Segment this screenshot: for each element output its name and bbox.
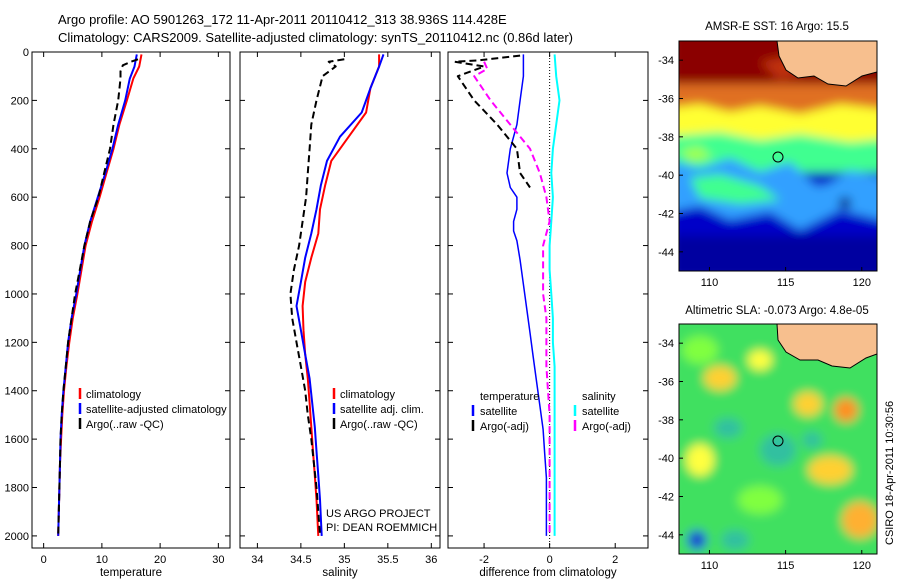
map-ytick-label: -44: [658, 530, 674, 542]
diff-xlabel: difference from climatology: [479, 567, 616, 579]
depth-tick-label: 1400: [5, 386, 29, 398]
depth-tick-label: 1000: [5, 289, 29, 301]
diff-legend-label: Argo(-adj): [582, 421, 631, 433]
diff-series-3: [548, 54, 561, 536]
map-xtick-label: 120: [853, 277, 871, 289]
diff-series-1: [506, 54, 548, 536]
temp-plot-frame: [31, 51, 231, 549]
depth-tick-label: 2000: [5, 531, 29, 543]
sal-xtick-label: 35.5: [377, 554, 398, 566]
depth-tick-label: 1800: [5, 483, 29, 495]
sla-land: [776, 324, 877, 369]
map-ytick-label: -36: [658, 377, 674, 389]
project-annotation: PI: DEAN ROEMMICH: [326, 522, 437, 534]
diff-series-4: [473, 61, 551, 536]
sal-xlabel: salinity: [322, 567, 357, 579]
depth-tick-label: 600: [11, 192, 29, 204]
map-ytick-label: -40: [658, 453, 674, 465]
diff-legend-label: Argo(-adj): [480, 421, 529, 433]
diff-legend-label: satellite: [582, 406, 619, 418]
sal-legend-label: climatology: [340, 389, 396, 401]
sal-xtick-label: 34: [251, 554, 263, 566]
diff-xtick-label: 2: [612, 554, 618, 566]
sst-float-marker: [772, 151, 784, 163]
depth-tick-label: 800: [11, 241, 29, 253]
sla-map-panel: Altimetric SLA: -0.073 Argo: 4.8e-05: [658, 305, 878, 572]
temp-xtick-label: 30: [212, 554, 224, 566]
sst-map-axes: 110 115 120 -34 -36 -38 -40 -42 -44: [658, 55, 871, 289]
side-stamp: CSIRO 18-Apr-2011 10:30:56: [884, 401, 896, 545]
temp-xlabel: temperature: [100, 567, 162, 579]
depth-tick-label: 1600: [5, 434, 29, 446]
temp-xtick-label: 20: [154, 554, 166, 566]
sal-series-2: [295, 54, 385, 536]
sst-map-title: AMSR-E SST: 16 Argo: 15.5: [705, 21, 849, 33]
map-xtick-label: 115: [777, 560, 795, 572]
map-xtick-label: 110: [701, 560, 719, 572]
sla-float-marker: [772, 435, 784, 447]
sal-xtick-label: 36: [425, 554, 437, 566]
temp-legend-label: climatology: [86, 389, 142, 401]
sal-series-3: [289, 58, 345, 536]
diff-series-2: [453, 54, 531, 189]
project-annotation: US ARGO PROJECT: [326, 508, 431, 520]
sla-field: [679, 324, 877, 554]
map-xtick-label: 115: [777, 277, 795, 289]
sla-map-frame: [678, 323, 878, 555]
figure-title-line2: Climatology: CARS2009. Satellite-adjuste…: [58, 30, 573, 45]
sal-plot-frame: [239, 51, 441, 549]
sal-legend-label: satellite adj. clim.: [340, 404, 424, 416]
diff-legend-label: satellite: [480, 406, 517, 418]
depth-tick-label: 0: [23, 47, 29, 59]
map-ytick-label: -40: [658, 170, 674, 182]
sla-map-title: Altimetric SLA: -0.073 Argo: 4.8e-05: [685, 305, 868, 317]
sst-land: [776, 41, 877, 87]
temp-xtick-label: 0: [41, 554, 47, 566]
diff-legend-title: temperature: [480, 391, 539, 403]
map-ytick-label: -42: [658, 209, 674, 221]
depth-tick-label: 1200: [5, 337, 29, 349]
sal-legend-label: Argo(..raw -QC): [340, 419, 418, 431]
map-ytick-label: -38: [658, 132, 674, 144]
map-ytick-label: -44: [658, 247, 674, 259]
depth-tick-label: 400: [11, 144, 29, 156]
diff-plot-frame: [447, 51, 649, 549]
temp-legend-label: satellite-adjusted climatology: [86, 404, 227, 416]
sst-field: [679, 41, 877, 271]
temp-legend-label: Argo(..raw -QC): [86, 419, 164, 431]
temperature-panel: 0 200 400 600 800 1000 1200 1400 1600 1800 2000 0 10…: [5, 47, 231, 579]
sal-xtick-label: 34.5: [290, 554, 311, 566]
depth-tick-label: 200: [11, 95, 29, 107]
map-xtick-label: 110: [701, 277, 719, 289]
diff-xtick-label: 0: [547, 554, 553, 566]
map-ytick-label: -36: [658, 94, 674, 106]
sst-map-panel: AMSR-E SST: 16 Argo: 15.5: [658, 21, 878, 289]
map-ytick-label: -38: [658, 415, 674, 427]
sst-map-frame: [678, 40, 878, 272]
sal-xtick-label: 35: [338, 554, 350, 566]
salinity-panel: 34 34.5 35 35.5 36 salinity climatology satelli…: [239, 51, 441, 579]
figure-title-line1: Argo profile: AO 5901263_172 11-Apr-2011…: [58, 12, 507, 27]
sla-map-axes: 110 115 120 -34 -36 -38 -40 -42 -44: [658, 338, 871, 572]
diff-legend-title: salinity: [582, 391, 616, 403]
map-ytick-label: -34: [658, 55, 674, 67]
map-ytick-label: -42: [658, 492, 674, 504]
map-ytick-label: -34: [658, 338, 674, 350]
temp-xtick-label: 10: [96, 554, 108, 566]
map-xtick-label: 120: [853, 560, 871, 572]
diff-xtick-label: -2: [479, 554, 489, 566]
temp-series-3: [57, 58, 139, 536]
